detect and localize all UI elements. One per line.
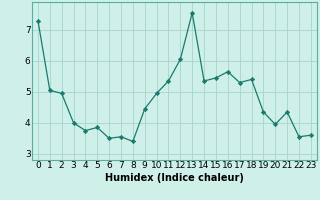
X-axis label: Humidex (Indice chaleur): Humidex (Indice chaleur) <box>105 173 244 183</box>
